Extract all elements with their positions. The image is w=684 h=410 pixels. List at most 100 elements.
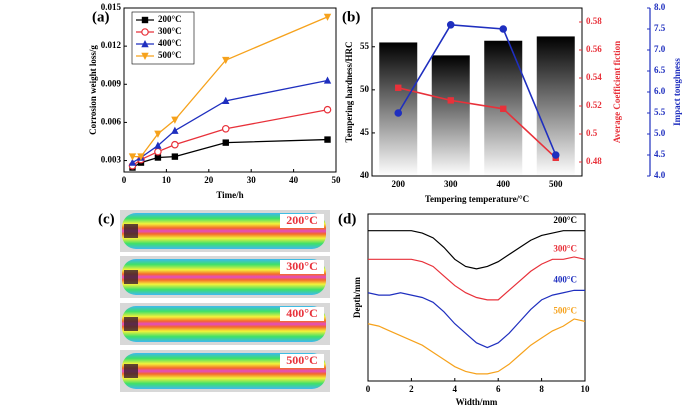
marker <box>499 25 508 33</box>
y-tick-label: 6.5 <box>654 65 666 75</box>
panel-label: (b) <box>342 9 360 25</box>
bar <box>431 55 470 177</box>
y-tick-label: 0.009 <box>101 78 122 88</box>
marker <box>323 76 332 84</box>
y-tick-label: 0.58 <box>586 16 602 26</box>
marker <box>137 153 145 161</box>
image-label: 300°C <box>286 259 317 273</box>
series-label: 400°C <box>553 274 577 284</box>
marker <box>324 136 331 143</box>
legend-marker <box>141 40 149 48</box>
series-label: 300°C <box>553 243 577 253</box>
y-tick-label: 0.52 <box>586 100 602 110</box>
marker <box>500 105 507 112</box>
y-tick-label: 0.015 <box>101 2 122 12</box>
dark-spot <box>124 270 138 284</box>
thermal-strip <box>122 306 326 342</box>
y-tick-label: 4.5 <box>654 149 666 159</box>
image-label: 200°C <box>286 213 317 227</box>
label-bg <box>280 260 324 274</box>
x-tick-label: 50 <box>332 175 342 185</box>
y-tick-label: 40 <box>360 170 370 180</box>
axis-title: Average Coefficient fiction <box>612 41 622 143</box>
legend-marker <box>141 28 149 36</box>
dark-spot <box>124 364 138 378</box>
series-line <box>398 87 557 159</box>
axis-title: Tempering hardness/HRC <box>344 42 354 143</box>
x-tick-label: 4 <box>453 384 458 394</box>
y-tick-label: 6.0 <box>654 86 666 96</box>
x-tick-label: 6 <box>496 384 501 394</box>
legend-label: 200°C <box>158 14 182 24</box>
legend-label: 300°C <box>158 26 182 36</box>
x-tick-label: 40 <box>289 175 299 185</box>
y-tick-label: 0.012 <box>101 40 122 50</box>
legend-marker <box>141 16 149 24</box>
y-tick-label: 45 <box>360 127 370 137</box>
marker <box>171 153 179 160</box>
axis-title: Corrosion weight loss/g <box>88 45 98 135</box>
marker <box>222 139 229 146</box>
plot-frame <box>371 7 583 177</box>
x-tick-label: 2 <box>409 384 414 394</box>
x-axis-title: Width/mm <box>456 397 498 407</box>
y-tick-label: 0.54 <box>586 72 602 82</box>
axis-title: Impact toughness <box>672 58 682 126</box>
marker <box>323 13 332 21</box>
marker <box>171 126 179 134</box>
y-tick-label: 7.5 <box>654 23 666 33</box>
marker <box>447 97 454 104</box>
x-tick-label: 8 <box>539 384 544 394</box>
marker <box>551 151 560 159</box>
y-tick-label: 0.5 <box>586 128 598 138</box>
x-tick-label: 0 <box>366 384 371 394</box>
legend-label: 400°C <box>158 38 182 48</box>
y-tick-label: 8.0 <box>654 2 666 12</box>
thermal-strip <box>122 259 326 295</box>
x-axis-title: Time/h <box>216 190 243 200</box>
panel-label: (d) <box>338 211 356 227</box>
series-line <box>132 138 328 169</box>
thermal-strip <box>122 353 326 389</box>
x-tick-label: 400 <box>497 179 511 189</box>
marker <box>154 130 162 138</box>
x-tick-label: 10 <box>581 384 591 394</box>
x-tick-label: 20 <box>204 175 214 185</box>
marker <box>394 109 403 117</box>
y-tick-label: 55 <box>360 41 370 51</box>
series-line <box>368 256 586 301</box>
label-bg <box>280 214 324 228</box>
marker <box>128 153 137 161</box>
y-tick-label: 0.56 <box>586 44 602 54</box>
marker <box>154 154 162 161</box>
marker <box>221 124 230 133</box>
y-tick-label: 0.006 <box>101 116 122 126</box>
marker <box>171 116 179 124</box>
marker <box>171 140 179 149</box>
axis-title: Depth/mm <box>352 277 362 318</box>
marker <box>154 147 162 156</box>
x-tick-label: 300 <box>444 179 458 189</box>
marker <box>128 158 137 166</box>
y-tick-label: 4.0 <box>654 170 666 180</box>
x-tick-label: 200 <box>392 179 406 189</box>
series-line <box>368 230 585 270</box>
marker <box>222 56 230 65</box>
x-tick-label: 500 <box>549 179 563 189</box>
y-tick-label: 0.003 <box>101 155 122 165</box>
series-line <box>367 318 586 375</box>
plot-frame <box>123 7 337 173</box>
series-label: 200°C <box>553 215 577 225</box>
label-bg <box>280 307 324 321</box>
image-label: 400°C <box>286 306 317 320</box>
plot-frame <box>367 213 586 382</box>
y-tick-label: 0.48 <box>586 156 602 166</box>
marker <box>323 105 332 114</box>
y-tick-label: 7.0 <box>654 44 666 54</box>
dark-spot <box>124 224 138 238</box>
x-tick-label: 30 <box>247 175 257 185</box>
legend-marker <box>141 52 149 60</box>
x-tick-label: 0 <box>122 175 127 185</box>
marker <box>222 96 230 105</box>
x-tick-label: 10 <box>162 175 172 185</box>
